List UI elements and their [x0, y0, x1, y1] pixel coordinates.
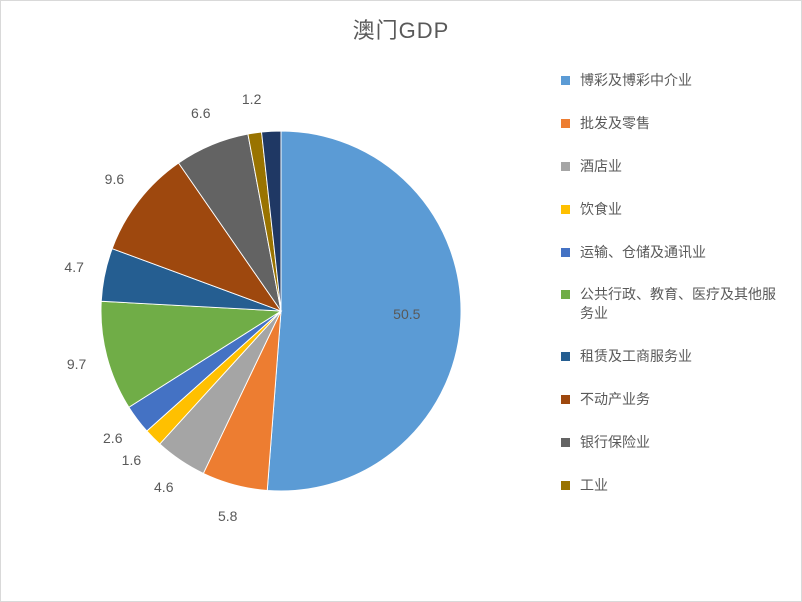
pie-slice: [267, 131, 461, 491]
legend-swatch: [561, 290, 570, 299]
legend-item: 酒店业: [561, 157, 781, 176]
slice-value-label: 4.6: [154, 479, 173, 495]
pie-svg: [41, 71, 521, 551]
pie-chart: 50.5 5.8 4.6 1.62.6 9.7 4.7 9.6 6.6 1.2: [41, 71, 521, 551]
chart-container: 澳门GDP 50.5 5.8 4.6 1.62.6 9.7 4.7 9.6 6.6 1.2 博彩…: [0, 0, 802, 602]
legend-item: 博彩及博彩中介业: [561, 71, 781, 90]
legend-label: 租赁及工商服务业: [580, 347, 692, 366]
legend-swatch: [561, 162, 570, 171]
slice-value-label: 1.2: [242, 91, 261, 107]
legend-label: 博彩及博彩中介业: [580, 71, 692, 90]
slice-value-label: 6.6: [191, 105, 210, 121]
slice-value-label: 9.6: [105, 171, 124, 187]
legend-label: 银行保险业: [580, 433, 650, 452]
legend-item: 运输、仓储及通讯业: [561, 243, 781, 262]
legend-item: 银行保险业: [561, 433, 781, 452]
legend-label: 运输、仓储及通讯业: [580, 243, 706, 262]
slice-value-label: 5.8: [218, 508, 237, 524]
legend-swatch: [561, 119, 570, 128]
legend-item: 不动产业务: [561, 390, 781, 409]
legend: 博彩及博彩中介业批发及零售酒店业饮食业运输、仓储及通讯业公共行政、教育、医疗及其…: [561, 71, 781, 519]
legend-item: 公共行政、教育、医疗及其他服务业: [561, 285, 781, 323]
slice-value-label: 9.7: [67, 356, 86, 372]
legend-label: 工业: [580, 476, 608, 495]
legend-item: 租赁及工商服务业: [561, 347, 781, 366]
legend-swatch: [561, 438, 570, 447]
legend-item: 饮食业: [561, 200, 781, 219]
legend-label: 不动产业务: [580, 390, 650, 409]
legend-label: 公共行政、教育、医疗及其他服务业: [580, 285, 781, 323]
legend-label: 批发及零售: [580, 114, 650, 133]
legend-swatch: [561, 352, 570, 361]
legend-label: 酒店业: [580, 157, 622, 176]
legend-swatch: [561, 205, 570, 214]
legend-swatch: [561, 481, 570, 490]
legend-swatch: [561, 395, 570, 404]
legend-label: 饮食业: [580, 200, 622, 219]
legend-item: 工业: [561, 476, 781, 495]
slice-value-label: 1.6: [122, 452, 141, 468]
legend-swatch: [561, 76, 570, 85]
slice-value-label: 2.6: [103, 430, 122, 446]
slice-value-label: 4.7: [64, 259, 83, 275]
legend-swatch: [561, 248, 570, 257]
slice-value-label: 50.5: [393, 306, 420, 322]
legend-item: 批发及零售: [561, 114, 781, 133]
chart-title: 澳门GDP: [1, 13, 801, 45]
